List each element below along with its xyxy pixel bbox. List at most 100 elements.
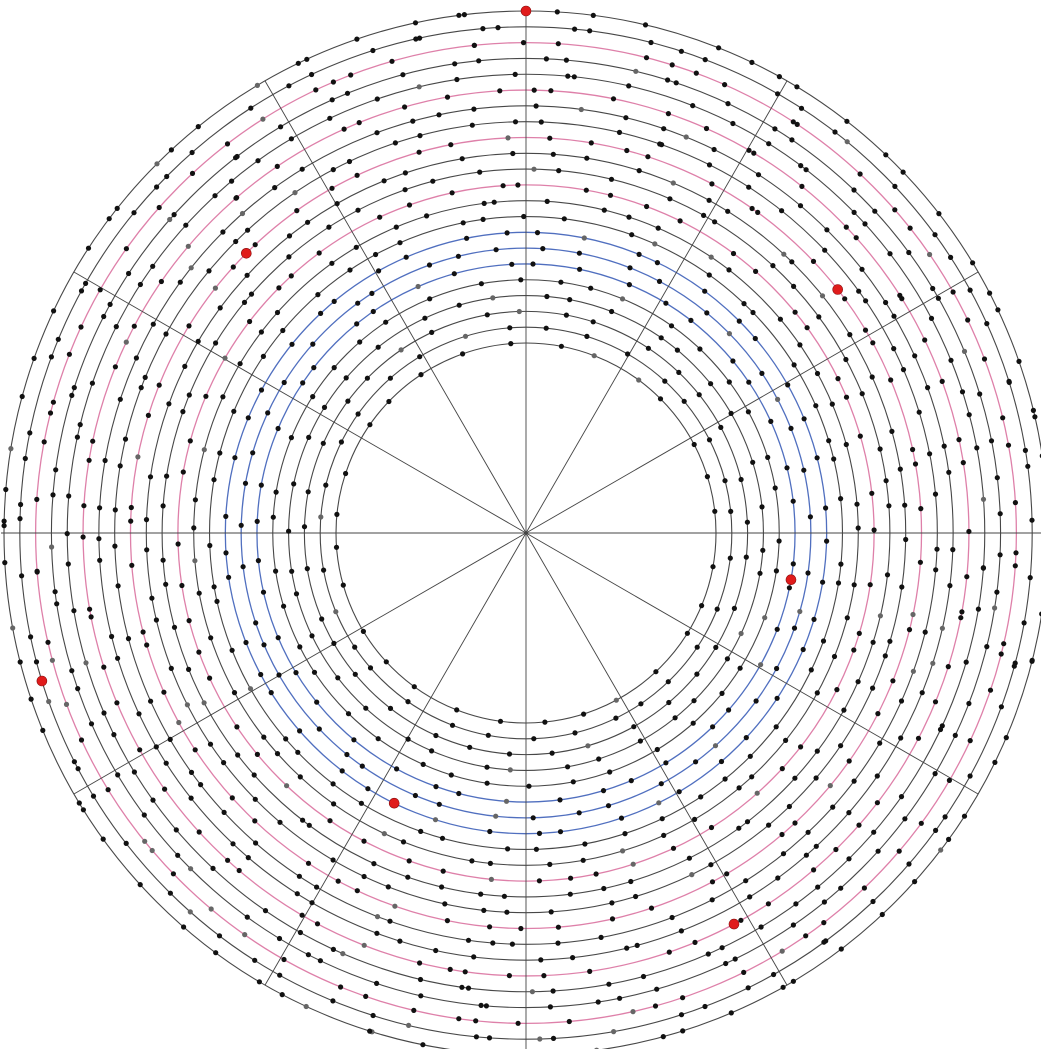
grid-dot [557, 797, 563, 803]
grid-dot [306, 434, 312, 440]
grid-dot [656, 278, 663, 284]
grid-dot [799, 183, 805, 189]
grid-dot [71, 385, 77, 391]
grid-dot [131, 769, 137, 775]
grid-dot [605, 803, 612, 809]
grid-dot [665, 679, 671, 685]
grid-dot [275, 425, 281, 432]
grid-dot [250, 450, 256, 456]
grid-dot [877, 613, 884, 619]
grid-dot [925, 385, 931, 391]
grid-dot [930, 660, 936, 666]
grid-dot [75, 686, 81, 692]
grid-dot [984, 644, 990, 650]
grid-dot [1030, 407, 1036, 413]
grid-dot [711, 146, 717, 153]
grid-dot [879, 911, 885, 918]
grid-dot [518, 925, 524, 932]
grid-dot [1022, 447, 1028, 453]
grid-dot [966, 412, 972, 418]
grid-dot [606, 981, 612, 987]
grid-dot [958, 615, 964, 621]
grid-dot [533, 846, 540, 852]
grid-dot [658, 335, 664, 341]
grid-dot [644, 203, 650, 210]
grid-dot [405, 699, 411, 705]
grid-dot [766, 141, 772, 147]
grid-dot [765, 901, 772, 907]
grid-dot [231, 408, 237, 414]
grid-dot [364, 375, 370, 381]
grid-dot [922, 337, 928, 343]
grid-dot [319, 616, 325, 622]
grid-dot [334, 511, 340, 517]
grid-dot [503, 798, 510, 804]
grid-dot [231, 690, 238, 696]
grid-dot [699, 603, 705, 609]
grid-dot [385, 884, 391, 890]
grid-dot [436, 112, 442, 118]
grid-dot [85, 245, 92, 251]
grid-dot [555, 41, 561, 47]
grid-dot [626, 282, 633, 288]
grid-dot [333, 609, 339, 615]
grid-dot [358, 800, 364, 806]
grid-dot [743, 878, 749, 884]
grid-dot [822, 247, 828, 253]
grid-dot [543, 56, 550, 62]
grid-dot [683, 134, 689, 140]
grid-dot [345, 711, 352, 717]
grid-dot [352, 671, 358, 677]
grid-dot [247, 318, 253, 325]
grid-dot [789, 259, 795, 265]
grid-dot [777, 316, 784, 322]
grid-dot [856, 288, 862, 294]
grid-dot [790, 119, 796, 125]
grid-dot [326, 224, 332, 230]
grid-dot [790, 561, 796, 567]
grid-dot [315, 292, 321, 298]
grid-dot [705, 951, 711, 957]
grid-dot [51, 308, 57, 314]
grid-dot [8, 446, 14, 452]
grid-dot [816, 314, 822, 320]
grid-dot [284, 783, 290, 789]
grid-dot [998, 704, 1005, 710]
grid-dot [186, 618, 192, 624]
grid-dot [804, 325, 810, 331]
grid-dot [939, 723, 945, 729]
grid-dot [330, 79, 336, 85]
grid-dot [176, 719, 182, 726]
grid-dot [648, 39, 654, 46]
grid-dot [975, 606, 982, 612]
grid-dot [163, 760, 169, 766]
grid-dot [854, 501, 860, 507]
grid-dot [731, 605, 738, 612]
grid-dot [244, 272, 250, 278]
grid-dot [950, 289, 956, 295]
grid-dot [794, 84, 800, 90]
grid-dot [932, 699, 939, 705]
grid-dot [648, 905, 655, 911]
grid-dot [280, 327, 286, 334]
grid-dot [790, 498, 796, 504]
grid-dot [674, 347, 681, 353]
grid-dot [824, 538, 830, 544]
grid-dot [361, 942, 367, 948]
grid-dot [898, 735, 904, 741]
grid-dot [981, 356, 988, 362]
grid-dot [529, 989, 536, 995]
grid-dot [869, 374, 875, 380]
grid-dot [1005, 442, 1012, 448]
grid-dot [536, 830, 543, 837]
grid-dot [824, 227, 830, 233]
grid-dot [1025, 463, 1031, 469]
grid-dot [456, 12, 462, 18]
grid-dot [330, 998, 336, 1004]
grid-dot [932, 491, 939, 497]
grid-dot [654, 746, 660, 753]
grid-dot [153, 744, 159, 750]
grid-dot [245, 227, 251, 233]
grid-dot [588, 140, 594, 146]
grid-dot [133, 355, 139, 361]
